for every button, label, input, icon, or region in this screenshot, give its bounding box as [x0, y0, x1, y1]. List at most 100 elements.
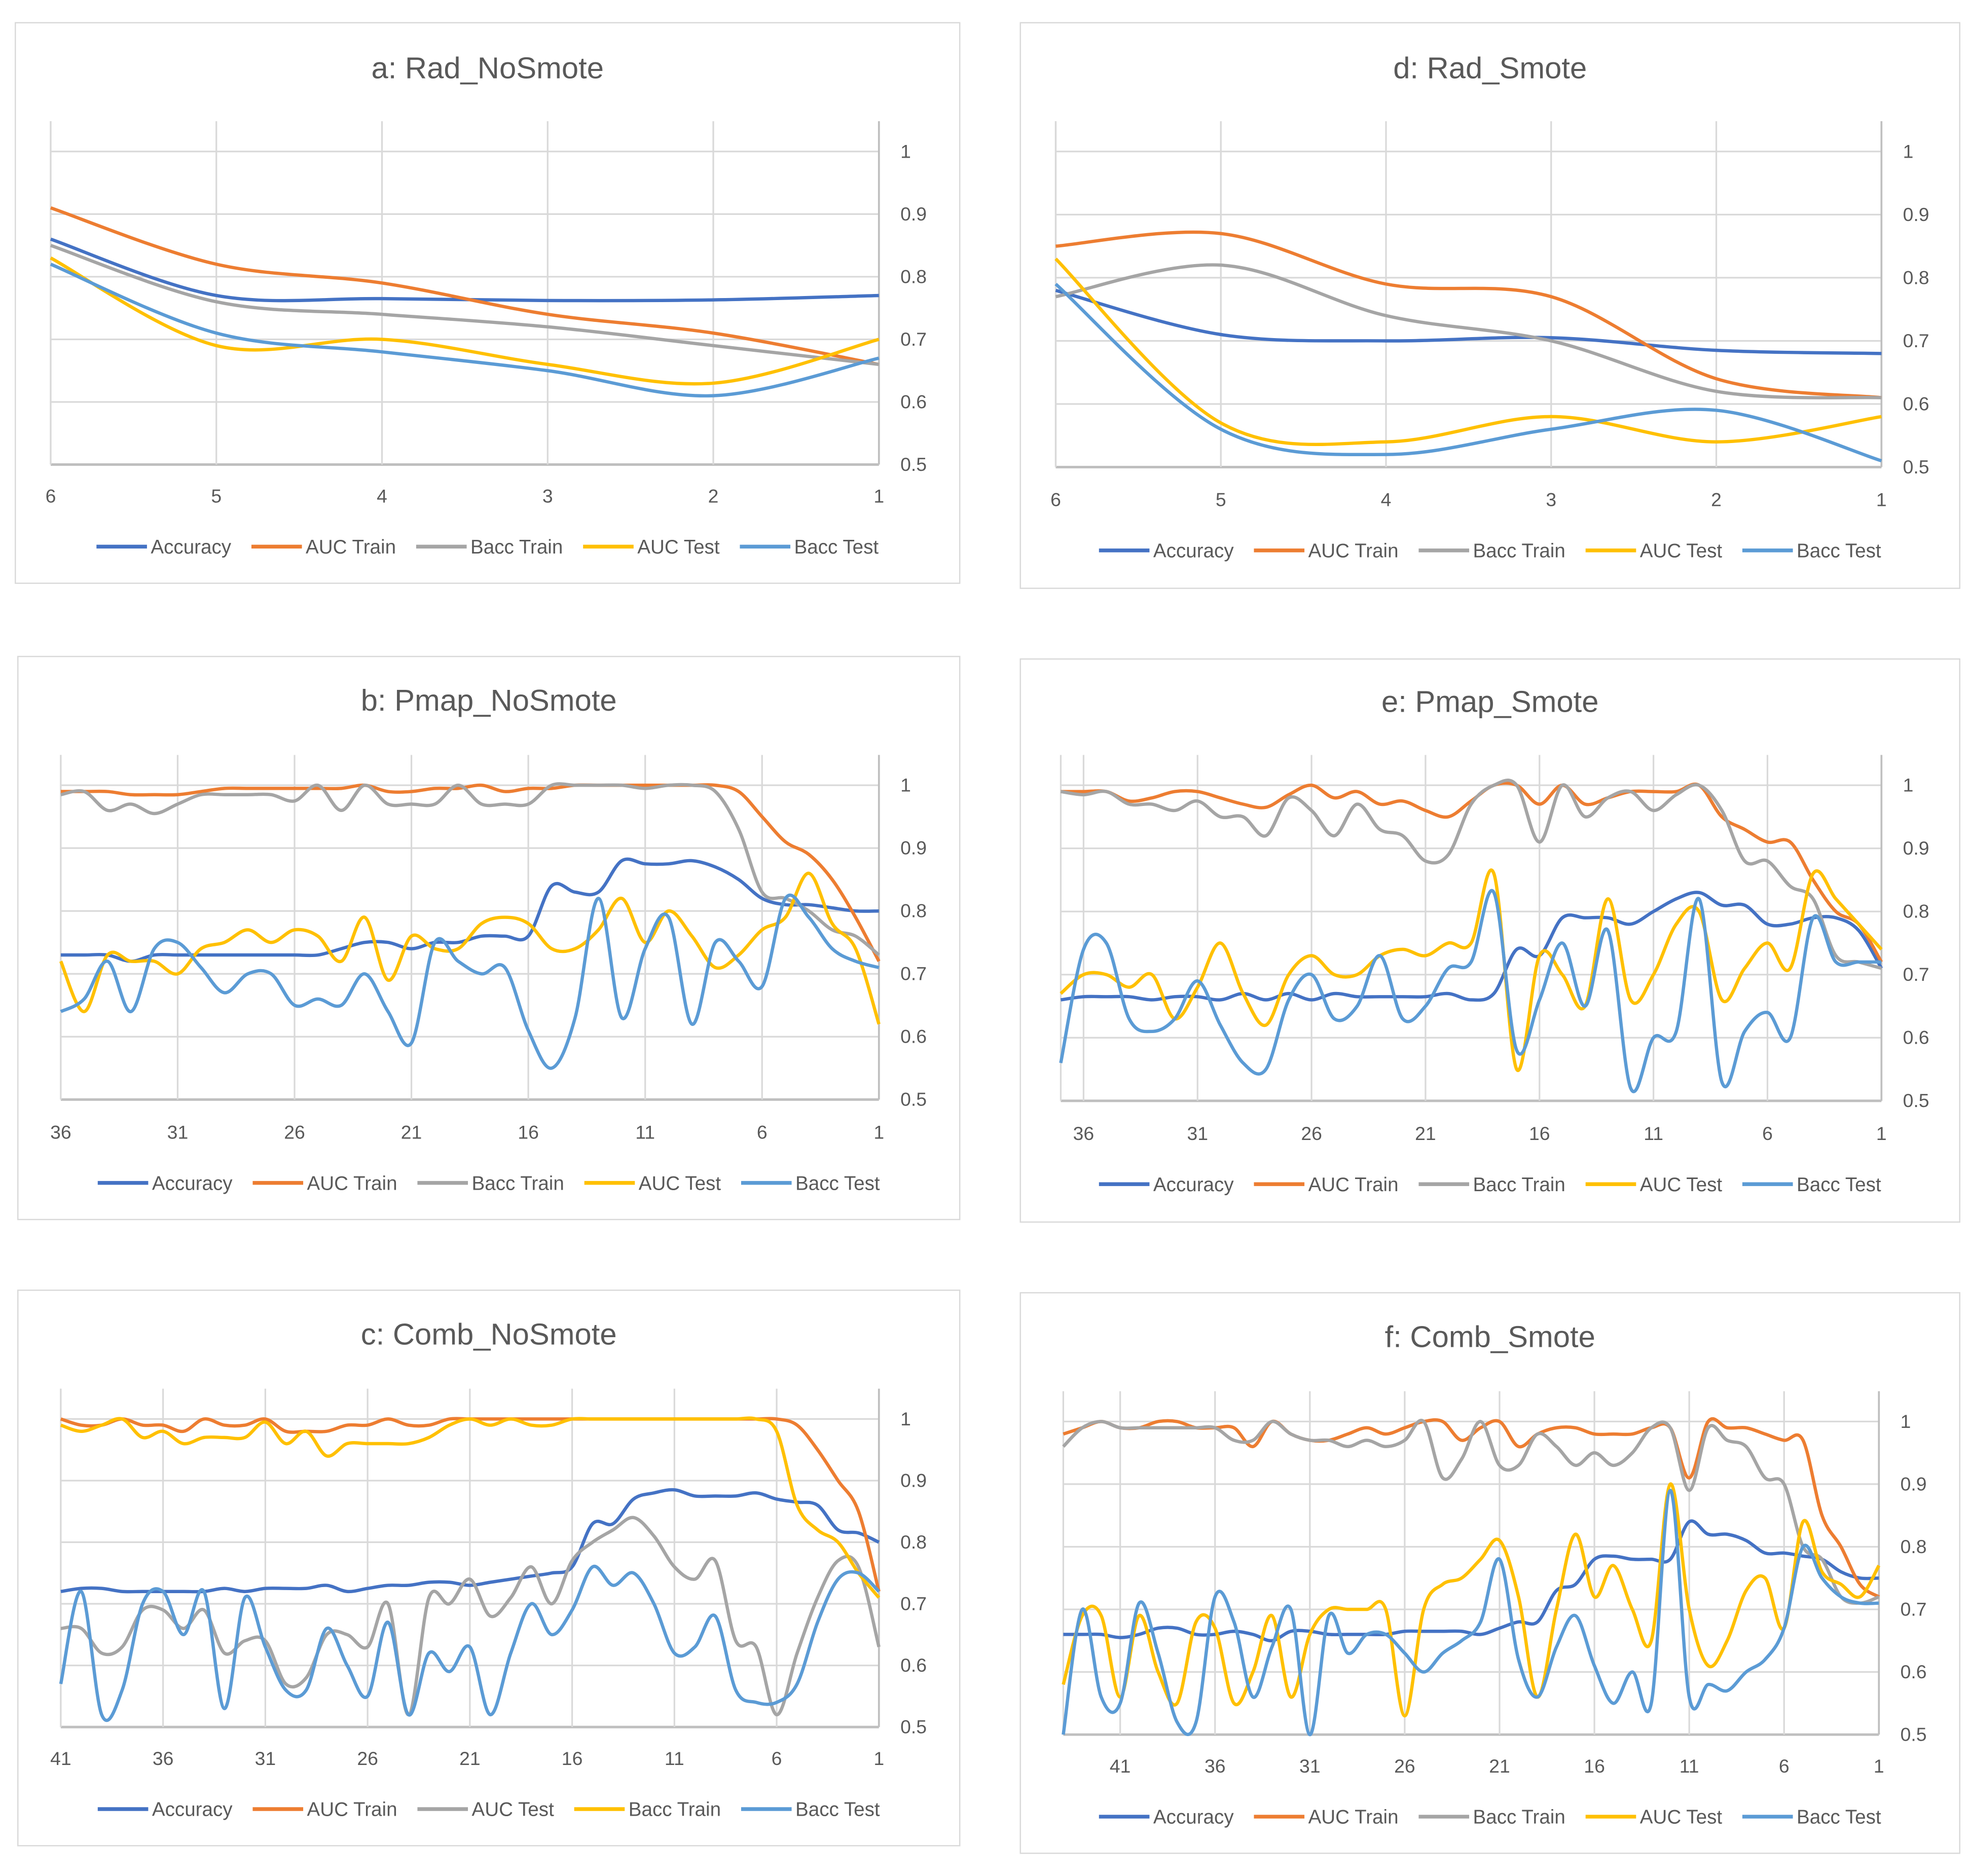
legend-item: AUC Train: [252, 1172, 397, 1194]
legend-item: Bacc Test: [1742, 1174, 1881, 1196]
x-tick-label: 21: [459, 1748, 481, 1769]
legend-item: AUC Test: [1585, 540, 1723, 562]
legend-item: AUC Train: [1254, 1807, 1399, 1828]
legend-label: AUC Train: [306, 536, 396, 558]
series-line-auc-train: [1055, 230, 1882, 399]
x-tick-label: 31: [1299, 1755, 1321, 1777]
series-line-auc-test: [50, 256, 880, 386]
x-tick-label: 6: [757, 1122, 768, 1143]
x-tick-label: 36: [153, 1748, 174, 1769]
series-line-bacc-train: [1060, 779, 1882, 970]
series-line-bacc-test: [1059, 889, 1882, 1093]
legend: Accuracy AUC Train Bacc Train AUC Test Bacc …: [96, 536, 879, 558]
panel-border: [17, 655, 961, 1221]
series-line-bacc-test: [59, 1564, 881, 1722]
legend-label: AUC Test: [472, 1799, 555, 1821]
legend-item: Bacc Test: [741, 1799, 880, 1821]
legend-label: Bacc Train: [629, 1799, 721, 1821]
legend-item: AUC Test: [417, 1799, 554, 1821]
x-tick-label: 31: [167, 1122, 189, 1143]
legend-item: Bacc Test: [741, 1172, 880, 1194]
x-tick-label: 2: [1711, 489, 1722, 510]
x-tick-label: 6: [1762, 1123, 1773, 1144]
y-tick-label: 0.6: [900, 1026, 927, 1047]
x-tick-label: 31: [255, 1748, 276, 1769]
legend-item: Bacc Train: [1418, 1174, 1565, 1196]
chart-title: b: Pmap_NoSmote: [361, 683, 617, 717]
y-tick-label: 0.8: [900, 266, 927, 287]
chart-panel-c: c: Comb_NoSmote 0.5 0.6 0.7 0.8 0.9 1 41 36 31 26 2…: [17, 1290, 961, 1847]
legend-label: Bacc Train: [1473, 1174, 1565, 1196]
legend-label: Bacc Test: [795, 1799, 880, 1821]
legend-label: Bacc Test: [1797, 540, 1881, 562]
legend-item: Bacc Train: [1418, 540, 1565, 562]
y-tick-label: 0.9: [900, 203, 927, 225]
legend-label: Bacc Test: [794, 536, 879, 558]
legend-label: AUC Test: [637, 536, 720, 558]
x-tick-label: 16: [1529, 1123, 1550, 1144]
x-tick-label: 26: [1394, 1755, 1415, 1777]
x-tick-label: 16: [1584, 1755, 1605, 1777]
y-tick-label: 0.7: [900, 328, 927, 350]
legend-item: Bacc Train: [417, 1172, 564, 1194]
x-tick-label: 21: [401, 1122, 422, 1143]
x-tick-label: 1: [873, 1122, 884, 1143]
x-tick-label: 4: [377, 485, 387, 506]
x-tick-label: 26: [284, 1122, 305, 1143]
legend-label: Accuracy: [152, 1172, 233, 1194]
y-tick-label: 0.9: [900, 837, 927, 859]
y-tick-label: 1: [1903, 140, 1914, 162]
series-line-auc-train: [60, 783, 881, 962]
legend-item: AUC Test: [1585, 1807, 1723, 1828]
x-tick-label: 16: [562, 1748, 583, 1769]
x-tick-label: 41: [1110, 1755, 1131, 1777]
series-line-auc-test: [1062, 1482, 1881, 1718]
legend-item: Bacc Train: [574, 1799, 721, 1821]
legend-item: AUC Train: [252, 1799, 397, 1821]
y-tick-label: 1: [900, 775, 911, 796]
y-tick-label: 0.7: [1903, 330, 1929, 351]
y-tick-label: 1: [1901, 1411, 1911, 1432]
x-tick-label: 6: [772, 1748, 782, 1769]
legend: Accuracy AUC Train Bacc Train AUC Test Bacc …: [1099, 540, 1881, 562]
y-tick-label: 0.5: [900, 1716, 927, 1738]
chart-title: c: Comb_NoSmote: [361, 1317, 617, 1351]
legend-item: Bacc Train: [1418, 1807, 1565, 1828]
legend-item: AUC Test: [583, 536, 720, 558]
x-tick-label: 6: [46, 485, 56, 506]
legend-item: Accuracy: [1099, 1807, 1234, 1828]
x-tick-label: 1: [1876, 489, 1887, 510]
panel-border: [1019, 22, 1960, 589]
legend-item: AUC Test: [1585, 1174, 1722, 1196]
legend: Accuracy AUC Train Bacc Train AUC Test Bacc …: [97, 1172, 880, 1194]
chart-title: f: Comb_Smote: [1385, 1319, 1595, 1353]
x-tick-label: 1: [873, 485, 884, 506]
x-tick-label: 1: [873, 1748, 884, 1769]
chart-title: a: Rad_NoSmote: [371, 51, 603, 85]
series-line-auc-test: [60, 1516, 881, 1717]
legend-item: Bacc Test: [1742, 540, 1881, 562]
legend-label: AUC Test: [1640, 1807, 1723, 1828]
x-tick-label: 6: [1779, 1755, 1790, 1777]
y-tick-label: 0.5: [900, 454, 927, 475]
legend-item: Accuracy: [97, 1172, 233, 1194]
chart-panel-a: a: Rad_NoSmote 0.5 0.6 0.7 0.8 0.9 1 6 5 4 3 2 1 Accu…: [14, 22, 961, 584]
y-tick-label: 0.8: [900, 900, 927, 922]
chart-panel-f: f: Comb_Smote 0.5 0.6 0.7 0.8 0.9 1 41 36 31 26 21 1…: [1019, 1292, 1960, 1854]
legend-label: Accuracy: [151, 536, 231, 558]
y-tick-label: 0.9: [1903, 204, 1929, 225]
y-tick-label: 1: [1903, 775, 1914, 796]
y-tick-label: 0.8: [1903, 901, 1929, 922]
y-tick-label: 0.7: [1903, 964, 1929, 985]
series-line-accuracy: [1063, 1519, 1879, 1642]
legend-label: AUC Test: [1640, 540, 1723, 562]
legend-label: AUC Train: [1308, 1174, 1399, 1196]
legend-item: AUC Test: [584, 1172, 721, 1194]
x-tick-label: 1: [1874, 1755, 1884, 1777]
y-tick-label: 0.7: [1901, 1598, 1927, 1620]
x-tick-label: 2: [708, 485, 719, 506]
legend-label: Bacc Test: [1797, 1807, 1881, 1828]
legend-label: Accuracy: [1153, 540, 1234, 562]
legend: Accuracy AUC Train AUC Test Bacc Train Bacc …: [97, 1799, 880, 1821]
